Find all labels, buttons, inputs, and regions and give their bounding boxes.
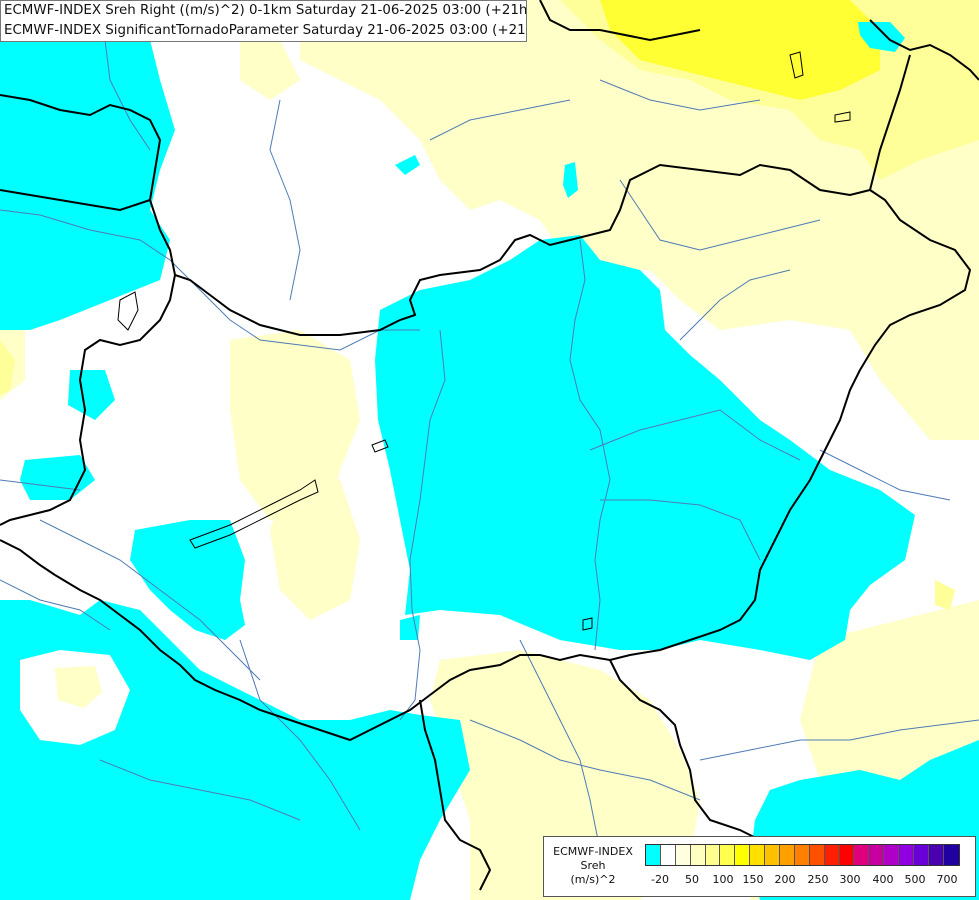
legend-swatch [854,845,870,865]
legend-swatch [765,845,781,865]
legend-tick-label: 150 [742,873,764,886]
legend-tick-label: 250 [807,873,829,886]
legend-swatch [824,845,840,865]
legend-swatch [794,845,810,865]
legend-tick-label: 400 [872,873,894,886]
legend-labels: ECMWF-INDEX Sreh (m/s)^2 [544,845,642,887]
legend: ECMWF-INDEX Sreh (m/s)^2 -20 50 100 150 200 2… [543,836,976,897]
legend-color-scale [645,844,960,866]
legend-swatch [839,845,855,865]
legend-swatch [809,845,825,865]
legend-swatch [943,845,959,865]
legend-swatch [899,845,915,865]
title-line-2: ECMWF-INDEX SignificantTornadoParameter … [4,23,527,38]
legend-swatch [914,845,929,865]
legend-tick-label: 500 [904,873,926,886]
legend-swatch [646,845,661,865]
legend-swatch [675,845,691,865]
legend-label-variable: Sreh [580,859,606,872]
legend-label-unit: (m/s)^2 [570,873,616,886]
legend-swatch [705,845,721,865]
legend-tick-label: 200 [774,873,796,886]
legend-swatch [884,845,900,865]
rivers [0,0,979,851]
legend-tick-label: -20 [651,873,669,886]
sreh-yellow-areas [600,0,880,100]
legend-swatch [690,845,706,865]
legend-swatch [928,845,944,865]
legend-tick-label: 700 [936,873,958,886]
legend-swatch [780,845,795,865]
legend-label-source: ECMWF-INDEX [553,845,633,858]
map-title: ECMWF-INDEX Sreh Right ((m/s)^2) 0-1km S… [0,0,527,42]
legend-ticks: -20 50 100 150 200 250 300 400 500 700 [645,873,970,889]
sreh-white-islands [20,650,130,745]
title-line-1: ECMWF-INDEX Sreh Right ((m/s)^2) 0-1km S… [4,3,527,18]
legend-swatch [750,845,766,865]
legend-swatch [869,845,885,865]
legend-swatch [720,845,736,865]
lakes [117,51,851,631]
legend-swatch [660,845,676,865]
legend-tick-label: 100 [712,873,734,886]
legend-tick-label: 300 [839,873,861,886]
legend-swatch [735,845,751,865]
legend-tick-label: 50 [685,873,699,886]
